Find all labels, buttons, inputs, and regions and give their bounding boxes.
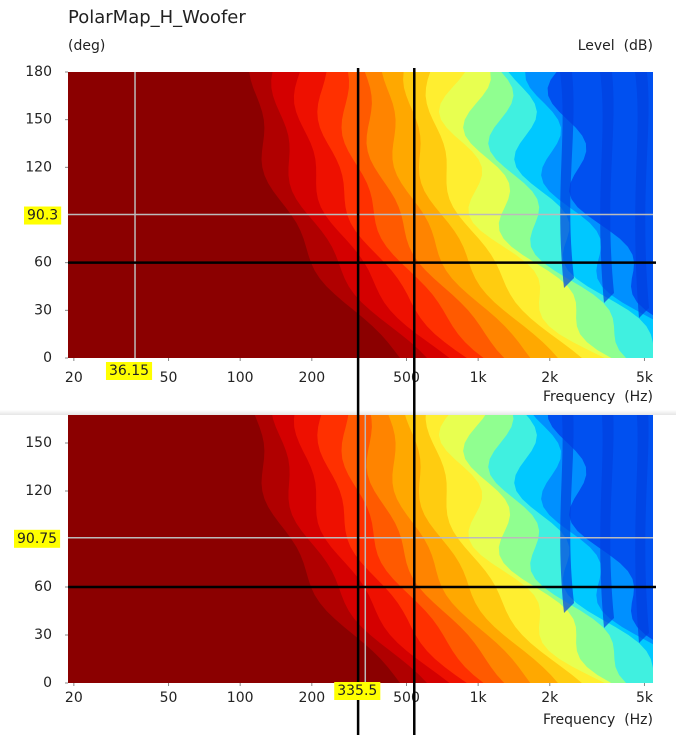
y-tick-label: 30 — [34, 302, 52, 318]
x-tick-label: 100 — [227, 370, 254, 386]
contour-streak — [560, 72, 574, 288]
level-label: Level (dB) — [578, 38, 653, 54]
cursor-x-label: 36.15 — [109, 363, 149, 379]
y-tick-label: 120 — [25, 159, 52, 175]
y-tick-label: 30 — [34, 627, 52, 643]
x-tick-label: 20 — [65, 370, 83, 386]
y-tick-label: 60 — [34, 255, 52, 271]
readout-box — [24, 206, 62, 225]
contour-streak — [600, 415, 614, 628]
plot — [68, 415, 653, 683]
cursor-y-label: 90.3 — [27, 208, 58, 224]
y-tick-label: 60 — [34, 579, 52, 595]
x-tick-label: 5k — [636, 370, 654, 386]
contour-band — [547, 72, 653, 316]
y-tick-label: 150 — [25, 435, 52, 451]
y-axis-label: (deg) — [68, 38, 105, 54]
contour-streak — [560, 415, 574, 613]
cursor-y-readout: 90.3 — [24, 206, 62, 225]
x-tick-label: 100 — [227, 690, 254, 706]
y-tick-label: 150 — [25, 112, 52, 128]
x-tick-label: 500 — [393, 370, 420, 386]
x-tick-label: 1k — [470, 690, 488, 706]
readout-box — [14, 529, 61, 548]
y-tick-label: 180 — [25, 64, 52, 80]
cursor-y-readout: 90.75 — [14, 529, 61, 548]
contour-map — [68, 415, 653, 683]
x-tick-label: 50 — [160, 690, 178, 706]
x-axis-label: Frequency (Hz) — [543, 389, 653, 405]
contour-streak — [600, 72, 614, 303]
contour-streak — [635, 72, 649, 318]
x-tick-label: 2k — [541, 370, 559, 386]
cursor-x-label: 335.5 — [337, 683, 377, 699]
y-tick-label: 0 — [43, 675, 52, 691]
x-tick-label: 500 — [393, 690, 420, 706]
y-tick-label: 120 — [25, 483, 52, 499]
separator — [0, 410, 676, 415]
x-tick-label: 200 — [298, 690, 325, 706]
cursor-y-label: 90.75 — [17, 531, 57, 547]
chart-title: PolarMap_H_Woofer — [68, 7, 246, 28]
x-tick-label: 2k — [541, 690, 559, 706]
cursor-x-readout: 335.5 — [334, 682, 381, 700]
y-tick-label: 0 — [43, 350, 52, 366]
cursor-x-readout: 36.15 — [105, 362, 153, 380]
readout-box — [334, 682, 381, 700]
x-tick-label: 200 — [298, 370, 325, 386]
x-tick-label: 1k — [470, 370, 488, 386]
x-tick-label: 5k — [636, 690, 654, 706]
x-tick-label: 50 — [160, 370, 178, 386]
readout-box — [105, 362, 153, 380]
x-tick-label: 20 — [65, 690, 83, 706]
x-axis-label: Frequency (Hz) — [543, 712, 653, 728]
